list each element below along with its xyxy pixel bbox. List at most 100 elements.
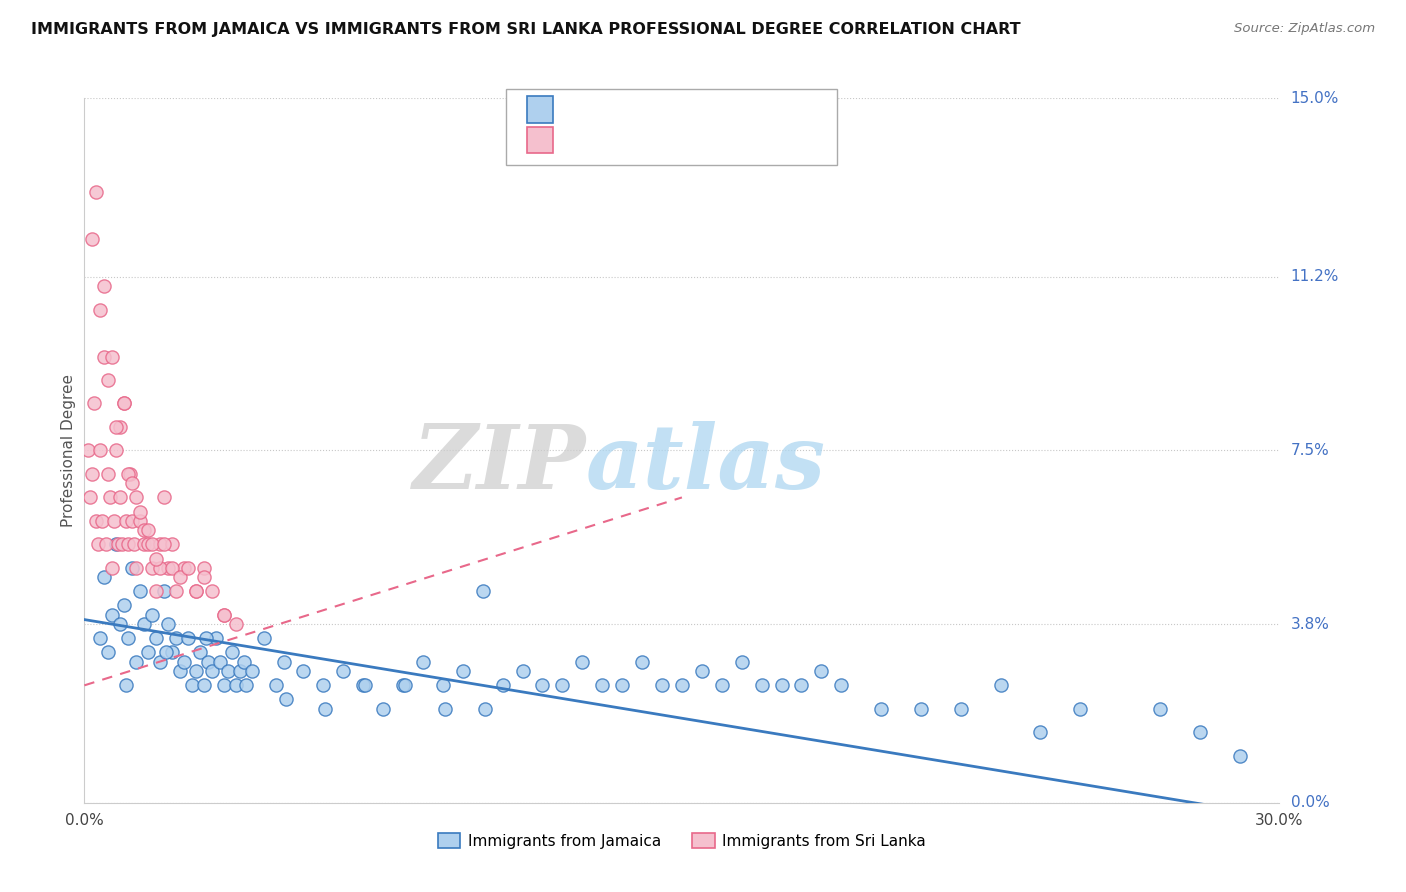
Point [105,443,128,458]
Text: R =  0.118  N = 66: R = 0.118 N = 66 [561,133,706,147]
Point [197,655,219,669]
Point [225,678,247,692]
Point [193,561,215,575]
Point [149,537,172,551]
Point [136,524,159,538]
Point [112,396,135,410]
Point [433,702,456,716]
Point [121,561,143,575]
Point [87,537,110,551]
Point [115,678,138,692]
Point [96,537,118,551]
Point [121,514,143,528]
Point [354,678,377,692]
Point [132,537,156,551]
Point [112,396,135,410]
Point [89,443,111,458]
Point [671,678,693,692]
Point [184,665,207,679]
Y-axis label: Professional Degree: Professional Degree [60,374,76,527]
Point [97,645,120,659]
Point [432,678,454,692]
Point [188,645,211,659]
Point [149,561,172,575]
Point [451,665,474,679]
Point [173,655,195,669]
Point [121,476,143,491]
Point [93,570,115,584]
Point [86,514,108,528]
Point [181,678,204,692]
Point [810,665,832,679]
Point [710,678,733,692]
Text: 7.5%: 7.5% [1291,443,1329,458]
Point [153,537,176,551]
Point [1188,725,1211,739]
Point [240,665,263,679]
Point [492,678,515,692]
Point [1029,725,1052,739]
Point [217,665,239,679]
Point [591,678,613,692]
Point [145,551,167,566]
Point [990,678,1012,692]
Point [157,617,180,632]
Point [160,537,183,551]
Point [264,678,287,692]
Point [830,678,852,692]
Point [412,655,434,669]
Text: ZIP: ZIP [413,421,586,508]
Point [352,678,374,692]
Point [101,561,124,575]
Point [235,678,257,692]
Point [173,561,195,575]
Point [145,584,167,599]
Text: 11.2%: 11.2% [1291,269,1339,285]
Point [910,702,932,716]
Point [1069,702,1091,716]
Point [153,491,176,505]
Point [155,645,177,659]
Point [77,443,100,458]
Legend: Immigrants from Jamaica, Immigrants from Sri Lanka: Immigrants from Jamaica, Immigrants from… [432,827,932,855]
Point [471,584,494,599]
Point [208,655,231,669]
Point [274,692,297,706]
Point [136,645,159,659]
Point [1229,748,1251,763]
Point [97,467,120,481]
Point [184,584,207,599]
Point [232,655,254,669]
Point [314,702,336,716]
Point [107,537,129,551]
Point [160,645,183,659]
Point [193,570,215,584]
Point [110,491,132,505]
Text: 3.8%: 3.8% [1291,616,1330,632]
Point [111,537,134,551]
Point [93,350,115,364]
Point [165,584,187,599]
Point [132,524,156,538]
Point [93,279,115,293]
Point [117,632,139,646]
Point [101,607,124,622]
Point [394,678,416,692]
Point [141,561,163,575]
Point [205,632,228,646]
Point [97,373,120,387]
Point [91,514,114,528]
Point [141,607,163,622]
Point [229,665,252,679]
Point [89,302,111,317]
Point [129,514,152,528]
Point [612,678,634,692]
Point [253,632,276,646]
Point [115,514,138,528]
Point [221,645,243,659]
Point [105,420,128,434]
Point [160,561,183,575]
Point [790,678,813,692]
Point [149,655,172,669]
Point [169,570,191,584]
